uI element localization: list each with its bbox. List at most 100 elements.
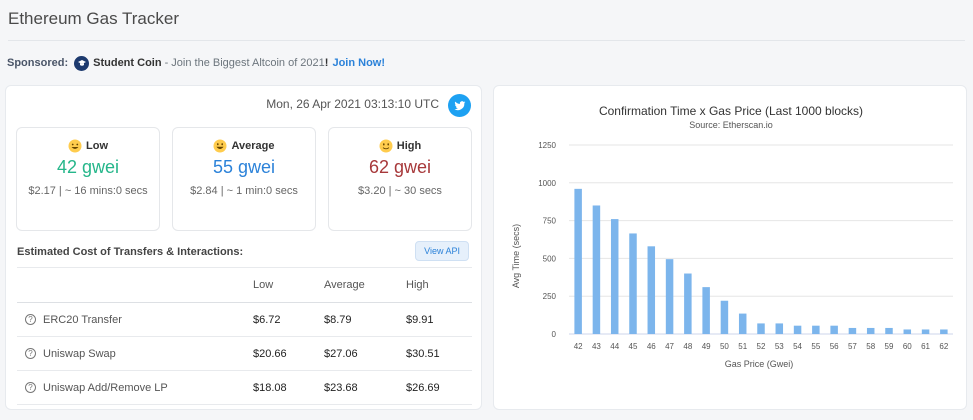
bar[interactable] [684, 273, 692, 334]
gas-low-price: 42 gwei [56, 157, 120, 177]
bar[interactable] [921, 329, 930, 334]
row-low: $18.08 [253, 370, 324, 405]
view-api-button[interactable]: View API [415, 241, 469, 261]
bar[interactable] [830, 325, 838, 334]
x-tick-label: 62 [939, 342, 948, 351]
y-axis-label: Avg Time (secs) [511, 224, 521, 288]
gas-average-box: Average 55 gwei $2.84 | ~ 1 min:0 secs [172, 127, 316, 231]
row-high: $26.69 [406, 370, 472, 405]
bar[interactable] [738, 313, 747, 334]
col-header-action [17, 267, 253, 303]
x-tick-label: 42 [574, 342, 583, 351]
gas-tracker-card: Mon, 26 Apr 2021 03:13:10 UTC Low 42 gwe… [5, 85, 482, 410]
slight-smile-icon [379, 139, 393, 153]
x-tick-label: 43 [592, 342, 601, 351]
x-axis-label: Gas Price (Gwei) [725, 359, 794, 369]
cost-section-title: Estimated Cost of Transfers & Interactio… [17, 246, 244, 258]
gas-high-box: High 62 gwei $3.20 | ~ 30 secs [328, 127, 472, 231]
x-tick-label: 58 [866, 342, 875, 351]
row-action: Uniswap Add/Remove LP [43, 381, 168, 394]
bar[interactable] [775, 323, 784, 334]
help-icon[interactable]: ? [25, 314, 36, 326]
cost-table-header: Low Average High [17, 267, 472, 303]
grinning-face-icon [68, 139, 82, 153]
title-divider [8, 40, 965, 41]
x-tick-label: 44 [610, 342, 619, 351]
chart-title: Confirmation Time x Gas Price (Last 1000… [599, 104, 863, 118]
x-tick-label: 47 [665, 342, 674, 351]
gas-high-detail: $3.20 | ~ 30 secs [358, 185, 442, 197]
col-header-average: Average [324, 267, 406, 303]
smiley-face-icon [213, 139, 227, 153]
bar[interactable] [574, 188, 582, 334]
x-tick-label: 45 [629, 342, 638, 351]
bar[interactable] [629, 233, 637, 334]
bar[interactable] [610, 219, 619, 334]
bar[interactable] [647, 246, 656, 334]
gas-average-price: 55 gwei [212, 157, 276, 177]
x-tick-label: 60 [903, 342, 912, 351]
x-tick-label: 49 [702, 342, 711, 351]
twitter-share-button[interactable] [448, 94, 471, 117]
bar[interactable] [592, 205, 601, 334]
table-row: ? Uniswap Add/Remove LP $18.08 $23.68 $26… [17, 370, 472, 405]
x-tick-label: 48 [683, 342, 692, 351]
x-tick-label: 54 [793, 342, 802, 351]
y-tick-label: 1000 [538, 179, 556, 188]
x-tick-label: 53 [775, 342, 784, 351]
row-high: $9.91 [406, 302, 472, 337]
row-low: $6.72 [253, 302, 324, 337]
table-row: ? ERC20 Transfer $6.72 $8.79 $9.91 [17, 302, 472, 337]
col-header-high: High [406, 267, 472, 303]
gas-average-detail: $2.84 | ~ 1 min:0 secs [190, 185, 298, 197]
row-low: $20.66 [253, 336, 324, 371]
bar[interactable] [720, 300, 729, 334]
join-now-link[interactable]: Join Now! [332, 57, 386, 69]
bar[interactable] [866, 327, 875, 334]
bar[interactable] [885, 327, 893, 334]
row-average: $27.06 [324, 336, 406, 371]
twitter-icon [454, 100, 465, 110]
bar[interactable] [812, 325, 820, 334]
bar[interactable] [848, 327, 857, 334]
confirmation-time-chart: Confirmation Time x Gas Price (Last 1000… [511, 104, 953, 369]
x-tick-label: 56 [830, 342, 839, 351]
sponsor-text: - Join the Biggest Altcoin of 2021 [164, 57, 325, 69]
row-average: $8.79 [324, 302, 406, 337]
help-icon[interactable]: ? [25, 382, 36, 394]
y-tick-label: 1250 [538, 141, 556, 150]
gas-low-detail: $2.17 | ~ 16 mins:0 secs [28, 185, 148, 197]
x-tick-label: 50 [720, 342, 729, 351]
x-tick-label: 57 [848, 342, 857, 351]
x-tick-label: 51 [738, 342, 747, 351]
bar[interactable] [793, 325, 802, 334]
bar[interactable] [702, 287, 710, 334]
x-tick-label: 59 [885, 342, 894, 351]
page-title: Ethereum Gas Tracker [8, 9, 180, 28]
x-tick-label: 46 [647, 342, 656, 351]
sponsor-banner: Sponsored: Student Coin - Join the Bigge… [7, 53, 385, 73]
sponsor-label: Sponsored: [7, 57, 69, 69]
row-average: $23.68 [324, 370, 406, 405]
gas-timestamp: Mon, 26 Apr 2021 03:13:10 UTC [266, 97, 439, 111]
chart-subtitle: Source: Etherscan.io [689, 120, 773, 130]
chart-card: Confirmation Time x Gas Price (Last 1000… [493, 85, 967, 410]
row-high: $30.51 [406, 336, 472, 371]
sponsor-name-link[interactable]: Student Coin [93, 57, 162, 69]
gas-high-label: High [396, 140, 422, 152]
bar[interactable] [940, 329, 948, 334]
x-tick-label: 61 [921, 342, 930, 351]
bar[interactable] [665, 259, 674, 334]
row-action: ERC20 Transfer [43, 313, 122, 326]
bar[interactable] [903, 329, 912, 334]
y-tick-label: 500 [543, 254, 557, 263]
gas-low-box: Low 42 gwei $2.17 | ~ 16 mins:0 secs [16, 127, 160, 231]
bar[interactable] [757, 323, 765, 334]
gas-low-label: Low [86, 140, 108, 152]
y-tick-label: 250 [543, 292, 557, 301]
gas-high-price: 62 gwei [368, 157, 432, 177]
sponsor-exclamation: ! [324, 57, 329, 69]
cost-table: Low Average High ? ERC20 Transfer $6.72 $… [17, 267, 472, 405]
col-header-low: Low [253, 267, 324, 303]
help-icon[interactable]: ? [25, 348, 36, 360]
